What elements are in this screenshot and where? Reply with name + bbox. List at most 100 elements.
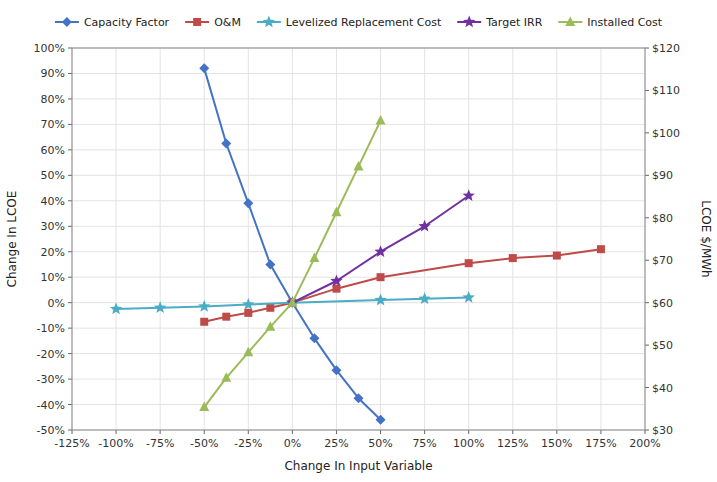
y2-tick xyxy=(645,217,649,218)
y-tick-label: -40% xyxy=(37,399,65,412)
x-tick-label: -100% xyxy=(98,437,133,450)
y2-tick xyxy=(645,302,649,303)
series-line xyxy=(204,249,601,322)
x-tick xyxy=(336,430,337,434)
data-point xyxy=(243,347,253,357)
x-tick xyxy=(248,430,249,434)
x-grid-line xyxy=(204,48,205,430)
y-tick xyxy=(68,48,72,49)
y-tick xyxy=(68,430,72,431)
y-grid-line xyxy=(72,73,645,74)
y-tick-label: 100% xyxy=(34,42,65,55)
y-tick xyxy=(68,73,72,74)
x-tick xyxy=(645,430,646,434)
series-line xyxy=(204,121,380,408)
data-point xyxy=(332,285,340,293)
y2-tick-label: $90 xyxy=(652,169,673,182)
y2-tick xyxy=(645,260,649,261)
y-tick xyxy=(68,251,72,252)
data-point xyxy=(199,63,209,73)
legend: Capacity FactorO&MLevelized Replacement … xyxy=(55,16,663,30)
y-grid-line xyxy=(72,98,645,99)
x-grid-line xyxy=(116,48,117,430)
y2-tick-label: $70 xyxy=(652,254,673,267)
y-tick xyxy=(68,404,72,405)
legend-marker xyxy=(463,16,475,28)
y-tick-label: -30% xyxy=(37,373,65,386)
y-tick-label: 20% xyxy=(41,246,65,259)
data-point xyxy=(287,297,297,307)
x-grid-line xyxy=(424,48,425,430)
x-grid-line xyxy=(556,48,557,430)
x-tick-label: -125% xyxy=(54,437,89,450)
x-tick xyxy=(468,430,469,434)
x-tick-label: 175% xyxy=(585,437,616,450)
data-point xyxy=(200,318,208,326)
y-tick xyxy=(68,328,72,329)
y2-tick-label: $60 xyxy=(652,297,673,310)
y-grid-line xyxy=(72,175,645,176)
legend-item: Capacity Factor xyxy=(55,16,170,29)
x-tick xyxy=(160,430,161,434)
data-point xyxy=(309,253,319,263)
y-tick-label: 30% xyxy=(41,220,65,233)
x-tick xyxy=(424,430,425,434)
data-point xyxy=(553,252,561,260)
data-point xyxy=(374,245,386,257)
data-point xyxy=(221,372,231,382)
data-point xyxy=(331,207,341,217)
data-point xyxy=(244,309,252,317)
y-tick-label: 90% xyxy=(41,67,65,80)
y-tick xyxy=(68,379,72,380)
series xyxy=(200,245,605,326)
y2-tick xyxy=(645,48,649,49)
legend-label: Capacity Factor xyxy=(84,16,170,29)
x-tick xyxy=(512,430,513,434)
legend-item: Target IRR xyxy=(457,16,542,30)
y-grid-line xyxy=(72,226,645,227)
y2-tick xyxy=(645,90,649,91)
y-grid-line xyxy=(72,353,645,354)
legend-marker xyxy=(62,17,72,27)
data-point xyxy=(376,415,386,425)
y2-tick-label: $120 xyxy=(652,42,680,55)
series-group xyxy=(110,63,605,424)
y-tick-label: 60% xyxy=(41,144,65,157)
x-tick xyxy=(380,430,381,434)
y-grid-line xyxy=(72,277,645,278)
data-point xyxy=(354,393,364,403)
y-tick-label: 70% xyxy=(41,118,65,131)
x-tick-label: -50% xyxy=(190,437,218,450)
y2-axis-label: LCOE $/MWh xyxy=(699,200,713,277)
y2-tick-label: $110 xyxy=(652,84,680,97)
x-tick xyxy=(204,430,205,434)
x-grid-line xyxy=(160,48,161,430)
y2-tick-label: $100 xyxy=(652,127,680,140)
data-point xyxy=(377,273,385,281)
data-point xyxy=(243,198,253,208)
x-tick xyxy=(556,430,557,434)
data-point xyxy=(597,245,605,253)
y2-tick-label: $50 xyxy=(652,339,673,352)
data-point xyxy=(509,254,517,262)
data-point xyxy=(221,139,231,149)
x-grid-line xyxy=(248,48,249,430)
data-point xyxy=(286,296,298,308)
y-tick xyxy=(68,226,72,227)
x-tick xyxy=(292,430,293,434)
y-axis-label: Change In LCOE xyxy=(5,191,19,288)
x-tick-label: 100% xyxy=(453,437,484,450)
y-tick-label: 10% xyxy=(41,271,65,284)
series xyxy=(199,115,385,411)
data-point xyxy=(309,333,319,343)
x-axis-label: Change In Input Variable xyxy=(284,459,432,473)
series-line xyxy=(204,68,380,419)
legend-marker xyxy=(193,18,201,26)
y-grid-line xyxy=(72,379,645,380)
data-point xyxy=(265,259,275,269)
legend-label: Installed Cost xyxy=(587,16,663,29)
data-point xyxy=(242,298,254,310)
data-point xyxy=(154,301,166,313)
data-point xyxy=(222,313,230,321)
y-grid-line xyxy=(72,200,645,201)
